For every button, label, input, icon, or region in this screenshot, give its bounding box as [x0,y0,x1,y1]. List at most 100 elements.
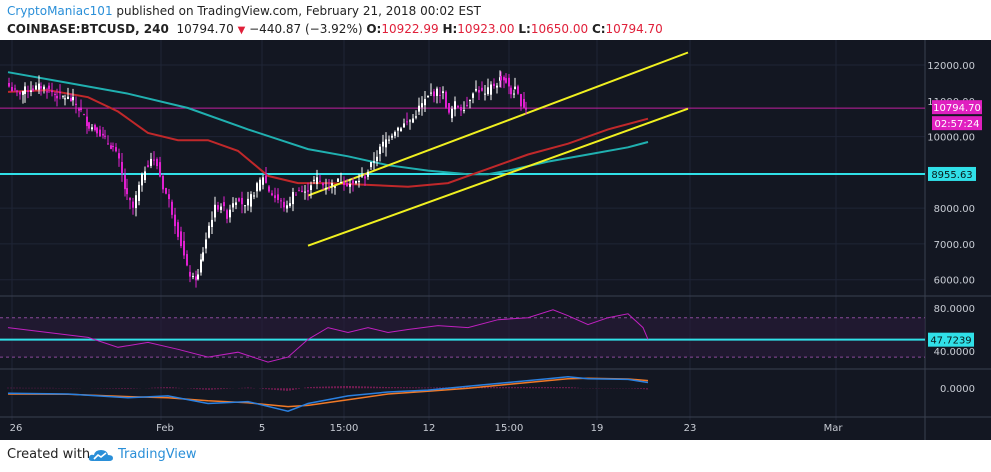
candle-body [217,205,219,210]
candle-body [469,100,471,102]
candle-body [35,85,37,90]
candle-body [141,173,143,186]
candle-body [337,178,339,182]
time-axis[interactable]: 26 Feb 5 15:00 12 15:00 19 23 Mar [10,423,844,434]
candle-body [346,183,348,187]
candle-body [505,78,507,83]
tradingview-brand-link[interactable]: TradingView [118,447,197,462]
symbol-line: COINBASE:BTCUSD, 240 10794.70 ▼ −440.87 … [7,22,663,36]
candle-body [340,182,342,184]
candle-body [192,276,194,278]
candle-body [487,87,489,95]
candle-body [75,103,77,106]
candle-body [156,159,158,167]
candle-body [466,104,468,106]
candle-body [32,88,34,91]
high-value: 10923.00 [457,22,515,36]
author-link[interactable]: CryptoManiac101 [7,4,113,18]
price-tick-label: 12000.00 [927,61,975,72]
open-label: O: [366,22,382,36]
chart-background [0,40,991,440]
candle-body [376,156,378,162]
candle-body [256,183,258,192]
candle-body [418,105,420,112]
candle-body [83,114,85,116]
candle-body [211,219,213,227]
candle-body [96,127,98,134]
candlestick-series [8,70,527,288]
candle-body [271,193,273,196]
chart-canvas[interactable]: 6000.007000.008000.0010000.0012000.00110… [0,40,991,440]
macd-pane[interactable] [7,375,649,412]
candle-body [427,95,429,98]
candle-body [463,110,465,112]
candle-body [388,139,390,141]
candle-body [220,206,222,210]
rsi-tick-label: 80.0000 [934,304,975,315]
candle-body [107,143,109,145]
candle-body [358,180,360,183]
candle-body [86,116,88,127]
candle-body [153,159,155,161]
candle-body [510,87,512,95]
candle-body [415,116,417,118]
candle-body [451,108,453,119]
tradingview-cloud-icon [88,450,113,461]
footer: Created with TradingView [0,440,991,472]
candle-body [232,203,234,208]
candle-body [301,190,303,193]
candle-body [235,202,237,205]
candle-body [51,90,53,93]
candle-body [295,194,297,196]
rsi-band-fill [0,317,925,358]
candle-body [110,145,112,149]
candle-body [391,135,393,138]
candle-body [54,93,56,95]
high-label: H: [442,22,458,36]
rsi-line [7,309,649,363]
candle-body [343,181,345,186]
candle-body [189,271,191,277]
candle-body [349,184,351,187]
candle-body [493,83,495,86]
candle-body [496,85,498,88]
candle-body [481,87,483,91]
last-price-tag [932,100,982,115]
time-tick-label: 5 [259,423,265,434]
candle-body [397,127,399,131]
time-tick-label: Mar [824,423,844,434]
rsi-pane[interactable] [0,309,925,363]
candle-body [132,201,134,208]
candle-body [352,180,354,184]
candle-body [307,190,309,192]
candle-body [195,276,197,281]
candle-body [56,95,58,99]
time-tick-label: 19 [591,423,604,434]
close-label: C: [591,22,606,36]
ma-short-line [7,89,649,188]
price-pane[interactable] [0,51,925,288]
candle-body [454,101,456,110]
candle-body [478,90,480,93]
candle-body [223,202,225,207]
low-value: 10650.00 [530,22,589,36]
candle-body [385,139,387,148]
last-price-tag-label: 10794.70 [933,103,981,114]
candle-body [144,171,146,181]
countdown-tag-label: 02:57:24 [935,119,980,130]
channel-lower-line [307,107,689,247]
price-tick-label: 10000.00 [927,133,975,144]
candle-body [325,187,327,189]
candle-body [62,95,64,97]
candle-body [197,274,199,280]
time-tick-label: Feb [156,423,174,434]
candle-body [439,94,441,96]
candle-body [94,124,96,131]
price-tick-label: 8000.00 [934,204,975,215]
candle-body [400,128,402,132]
candle-body [180,231,182,247]
candle-body [412,118,414,123]
close-value: 10794.70 [605,22,663,36]
price-axis[interactable]: 6000.007000.008000.0010000.0012000.00110… [927,61,982,395]
candle-body [310,185,312,191]
